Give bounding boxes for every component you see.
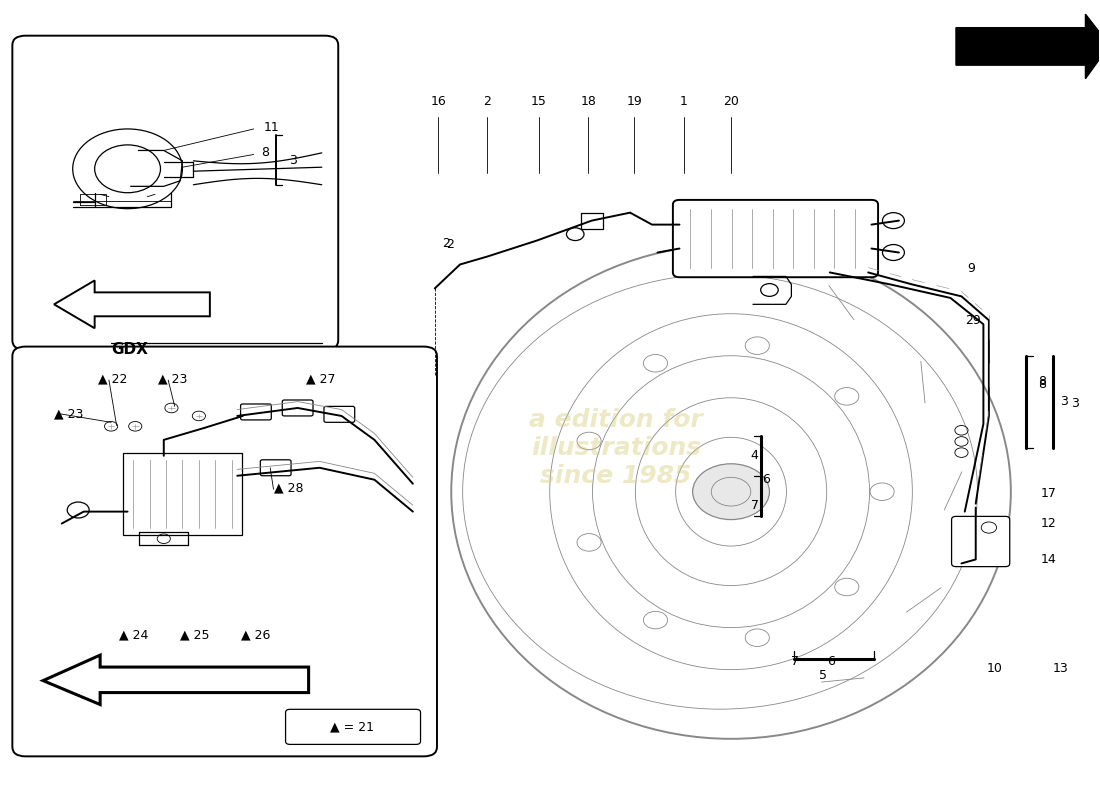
Text: 3: 3 (1071, 398, 1079, 410)
FancyBboxPatch shape (324, 406, 354, 422)
Text: 4: 4 (751, 450, 759, 462)
FancyBboxPatch shape (286, 710, 420, 744)
Text: 3: 3 (1060, 395, 1068, 408)
Text: 19: 19 (627, 94, 642, 107)
FancyBboxPatch shape (952, 516, 1010, 566)
Text: 9: 9 (967, 262, 975, 275)
Text: 6: 6 (762, 474, 770, 486)
Text: 16: 16 (430, 94, 446, 107)
Text: 8: 8 (1038, 378, 1046, 390)
FancyBboxPatch shape (12, 36, 338, 350)
Text: 17: 17 (1041, 486, 1056, 500)
Text: 5: 5 (818, 669, 827, 682)
Text: 8: 8 (262, 146, 270, 159)
Text: ▲ 28: ▲ 28 (274, 481, 302, 494)
Text: 1: 1 (680, 94, 688, 107)
FancyBboxPatch shape (123, 453, 242, 534)
Text: ▲ 23: ▲ 23 (158, 372, 188, 385)
FancyBboxPatch shape (241, 404, 272, 420)
Text: 29: 29 (965, 314, 980, 326)
Text: 6: 6 (827, 655, 836, 668)
Text: a edition for
illustrations
since 1985: a edition for illustrations since 1985 (529, 408, 703, 488)
FancyBboxPatch shape (261, 460, 292, 476)
Text: 11: 11 (264, 121, 279, 134)
Text: ▲ 24: ▲ 24 (119, 629, 148, 642)
Text: 2: 2 (484, 94, 492, 107)
Text: ▲ 23: ▲ 23 (54, 407, 84, 420)
Text: ▲ = 21: ▲ = 21 (330, 720, 374, 734)
Text: ▲ 22: ▲ 22 (98, 372, 128, 385)
Text: 20: 20 (723, 94, 739, 107)
Text: 15: 15 (531, 94, 547, 107)
Bar (581, 213, 603, 229)
FancyBboxPatch shape (673, 200, 878, 278)
Text: 14: 14 (1041, 553, 1056, 566)
Text: 2: 2 (442, 238, 450, 250)
Text: 7: 7 (751, 498, 759, 512)
Text: 12: 12 (1041, 517, 1056, 530)
Text: ▲ 25: ▲ 25 (180, 629, 210, 642)
Text: 3: 3 (289, 154, 297, 167)
Text: ▲ 27: ▲ 27 (307, 372, 336, 385)
Text: 2: 2 (446, 238, 453, 251)
Text: GDX: GDX (111, 342, 148, 358)
FancyBboxPatch shape (283, 400, 313, 416)
Text: 18: 18 (581, 94, 596, 107)
Text: 8: 8 (1038, 375, 1046, 388)
Text: 13: 13 (1053, 662, 1068, 675)
Text: 10: 10 (987, 662, 1002, 675)
Text: ▲ 26: ▲ 26 (241, 629, 270, 642)
Text: 7: 7 (791, 655, 800, 668)
Polygon shape (956, 14, 1100, 78)
FancyBboxPatch shape (12, 346, 437, 756)
Circle shape (693, 464, 769, 519)
